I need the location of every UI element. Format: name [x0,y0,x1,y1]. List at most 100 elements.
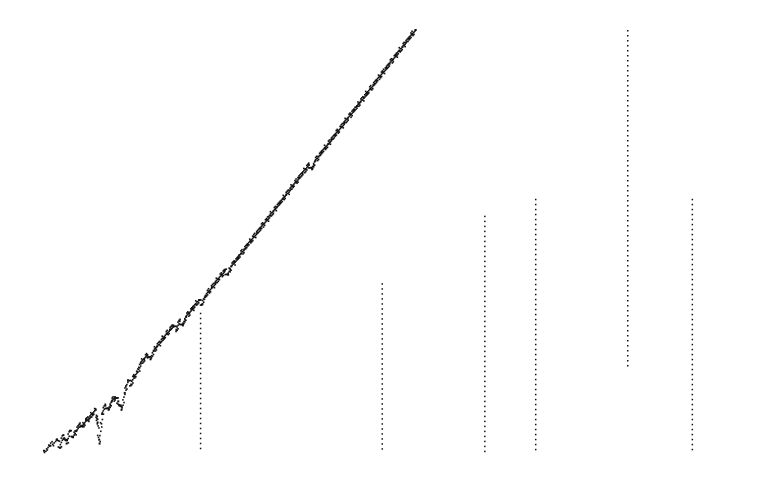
data-point-trail [218,276,221,279]
data-point-trail [383,72,386,75]
drop-point [534,228,537,231]
drop-point [381,368,384,370]
data-point-trail [235,260,237,262]
data-point-trail [307,167,310,169]
data-point-trail [254,234,257,237]
data-point [165,332,168,335]
data-point [101,413,104,416]
data-point-trail [217,280,220,283]
drop-point [627,180,629,182]
data-point-trail [189,314,191,316]
data-point-trail [71,436,73,438]
data-point-trail [138,363,141,366]
data-point-trail [358,102,360,104]
data-point-trail [335,131,338,134]
data-point-trail [311,165,314,168]
data-point-trail [306,169,308,171]
data-point-trail [74,430,76,432]
drop-point [627,165,629,167]
data-point [314,159,317,162]
data-point-trail [191,305,194,308]
data-point-trail [234,261,236,264]
data-point-trail [75,430,77,433]
drop-point [534,428,537,431]
data-point-trail [99,434,101,437]
drop-point [199,347,202,350]
data-point-trail [147,356,150,358]
data-point-trail [99,421,102,424]
data-point-trail [277,204,280,207]
data-point-trail [251,240,253,243]
data-point-trail [228,267,230,269]
drop-point [381,333,384,335]
drop-point [534,273,537,276]
drop-point [381,343,384,345]
data-point-trail [114,397,116,400]
data-point-trail [160,338,163,341]
data-point-trail [366,90,369,93]
data-point-trail [199,304,202,306]
data-point-trail [219,273,222,275]
data-point-trail [254,236,257,239]
data-point-trail [183,322,185,325]
data-point-trail [203,298,206,301]
data-point-trail [324,146,327,148]
data-point-trail [348,113,350,115]
drop-point [534,448,537,451]
data-point-trail [351,114,353,117]
data-point-trail [387,64,390,66]
data-point-trail [286,192,289,195]
drop-point [627,65,629,67]
drop-point [627,70,629,72]
drop-point [691,248,694,251]
data-point-trail [313,161,316,163]
drop-point [484,255,486,258]
data-point-trail [148,356,151,358]
data-point-trail [60,437,63,439]
data-point-trail [170,325,172,328]
data-point-trail [238,255,240,257]
data-point-trail [248,243,250,246]
drop-point [627,275,629,277]
data-point-trail [391,62,394,64]
data-point-trail [280,199,283,202]
data-point-trail [244,245,246,248]
data-point-trail [308,167,311,169]
drop-point [484,435,486,438]
data-point-trail [404,43,406,46]
data-point-trail [321,149,324,152]
drop-point [627,340,629,342]
drop-point [199,397,202,400]
data-point-trail [272,212,275,215]
data-point-trail [104,403,107,406]
data-point-trail [119,405,121,407]
data-point-trail [70,435,72,438]
data-point-trail [179,318,181,321]
data-point-trail [46,449,49,451]
data-point-trail [270,215,273,217]
data-point-trail [328,142,331,144]
data-point-trail [122,404,124,407]
data-point-trail [123,396,125,398]
drop-point [381,353,384,355]
data-point-trail [184,319,186,321]
drop-point [484,345,486,348]
drop-point [199,417,202,420]
data-point-trail [405,41,407,44]
drop-point [534,293,537,296]
data-point-trail [399,47,402,50]
data-point-trail [182,322,184,324]
drop-point [534,343,537,346]
drop-point [691,428,694,431]
data-point-trail [397,53,400,55]
data-point-trail [312,166,315,168]
data-point-trail [297,176,299,179]
data-point-trail [130,379,132,382]
data-point-trail [91,412,94,414]
drop-point [627,50,629,52]
data-point [294,180,297,183]
data-point-trail [337,132,340,134]
drop-point [534,223,537,226]
data-point-trail [378,78,381,81]
